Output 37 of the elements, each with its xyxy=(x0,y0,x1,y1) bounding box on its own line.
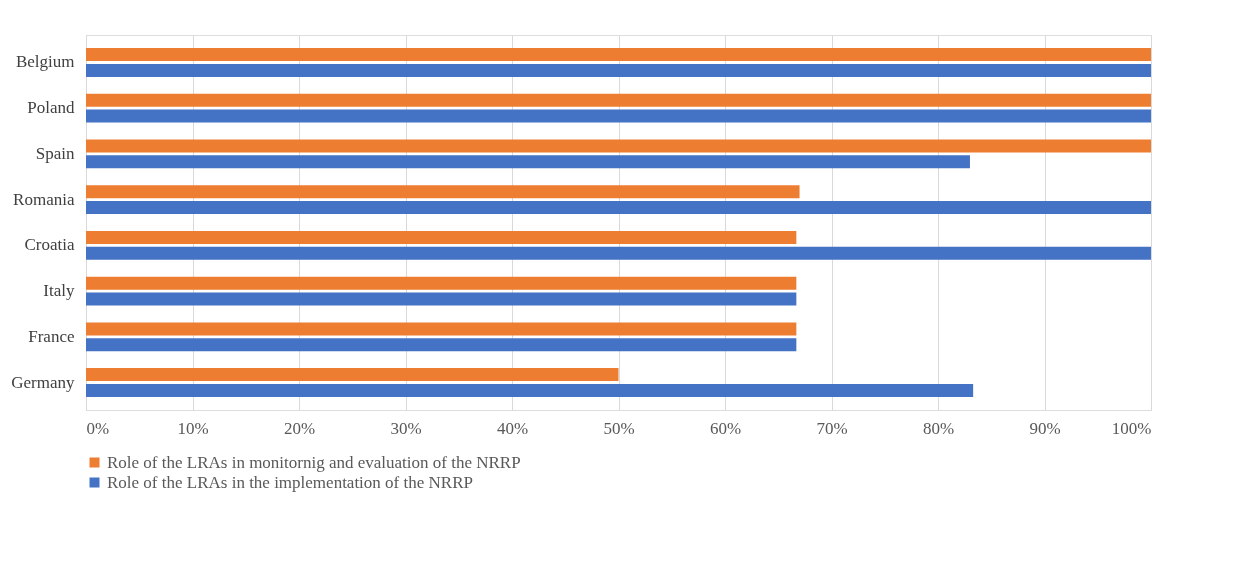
bar xyxy=(86,322,797,336)
bar xyxy=(86,139,1151,153)
y-tick-label: Poland xyxy=(27,98,75,118)
bar xyxy=(86,276,797,290)
x-tick-label: 80% xyxy=(922,418,955,438)
x-tick-label: 100% xyxy=(1111,418,1152,438)
x-tick-label: 0% xyxy=(86,418,110,438)
legend-label: Role of the LRAs in monitornig and evaluation of the NRRP xyxy=(107,452,521,472)
x-tick-label: 10% xyxy=(177,418,209,438)
bar xyxy=(86,185,800,199)
x-tick-label: 90% xyxy=(1029,418,1061,438)
x-tick-label: 20% xyxy=(283,418,316,438)
y-tick-label: France xyxy=(28,326,75,346)
y-tick-label: Spain xyxy=(35,143,75,163)
bar xyxy=(86,384,974,398)
bar xyxy=(86,368,619,382)
y-tick-label: Croatia xyxy=(24,235,75,255)
bar xyxy=(86,155,970,169)
bar xyxy=(86,230,797,244)
bar xyxy=(86,109,1151,123)
x-tick-label: 30% xyxy=(390,418,422,438)
x-tick-label: 40% xyxy=(496,418,529,438)
bar xyxy=(86,47,1151,61)
y-tick-label: Italy xyxy=(43,281,75,301)
legend-label: Role of the LRAs in the implementation of the NRRP xyxy=(107,472,473,492)
bar xyxy=(86,246,1151,260)
y-tick-label: Belgium xyxy=(15,52,75,72)
bar xyxy=(86,93,1151,107)
bar xyxy=(86,63,1151,77)
bar xyxy=(86,292,797,306)
y-tick-label: Germany xyxy=(11,372,75,392)
x-tick-label: 60% xyxy=(709,418,742,438)
x-tick-label: 50% xyxy=(603,418,635,438)
x-tick-label: 70% xyxy=(816,418,848,438)
y-tick-label: Romania xyxy=(13,189,75,209)
bar xyxy=(86,201,1151,215)
bar xyxy=(86,338,797,352)
